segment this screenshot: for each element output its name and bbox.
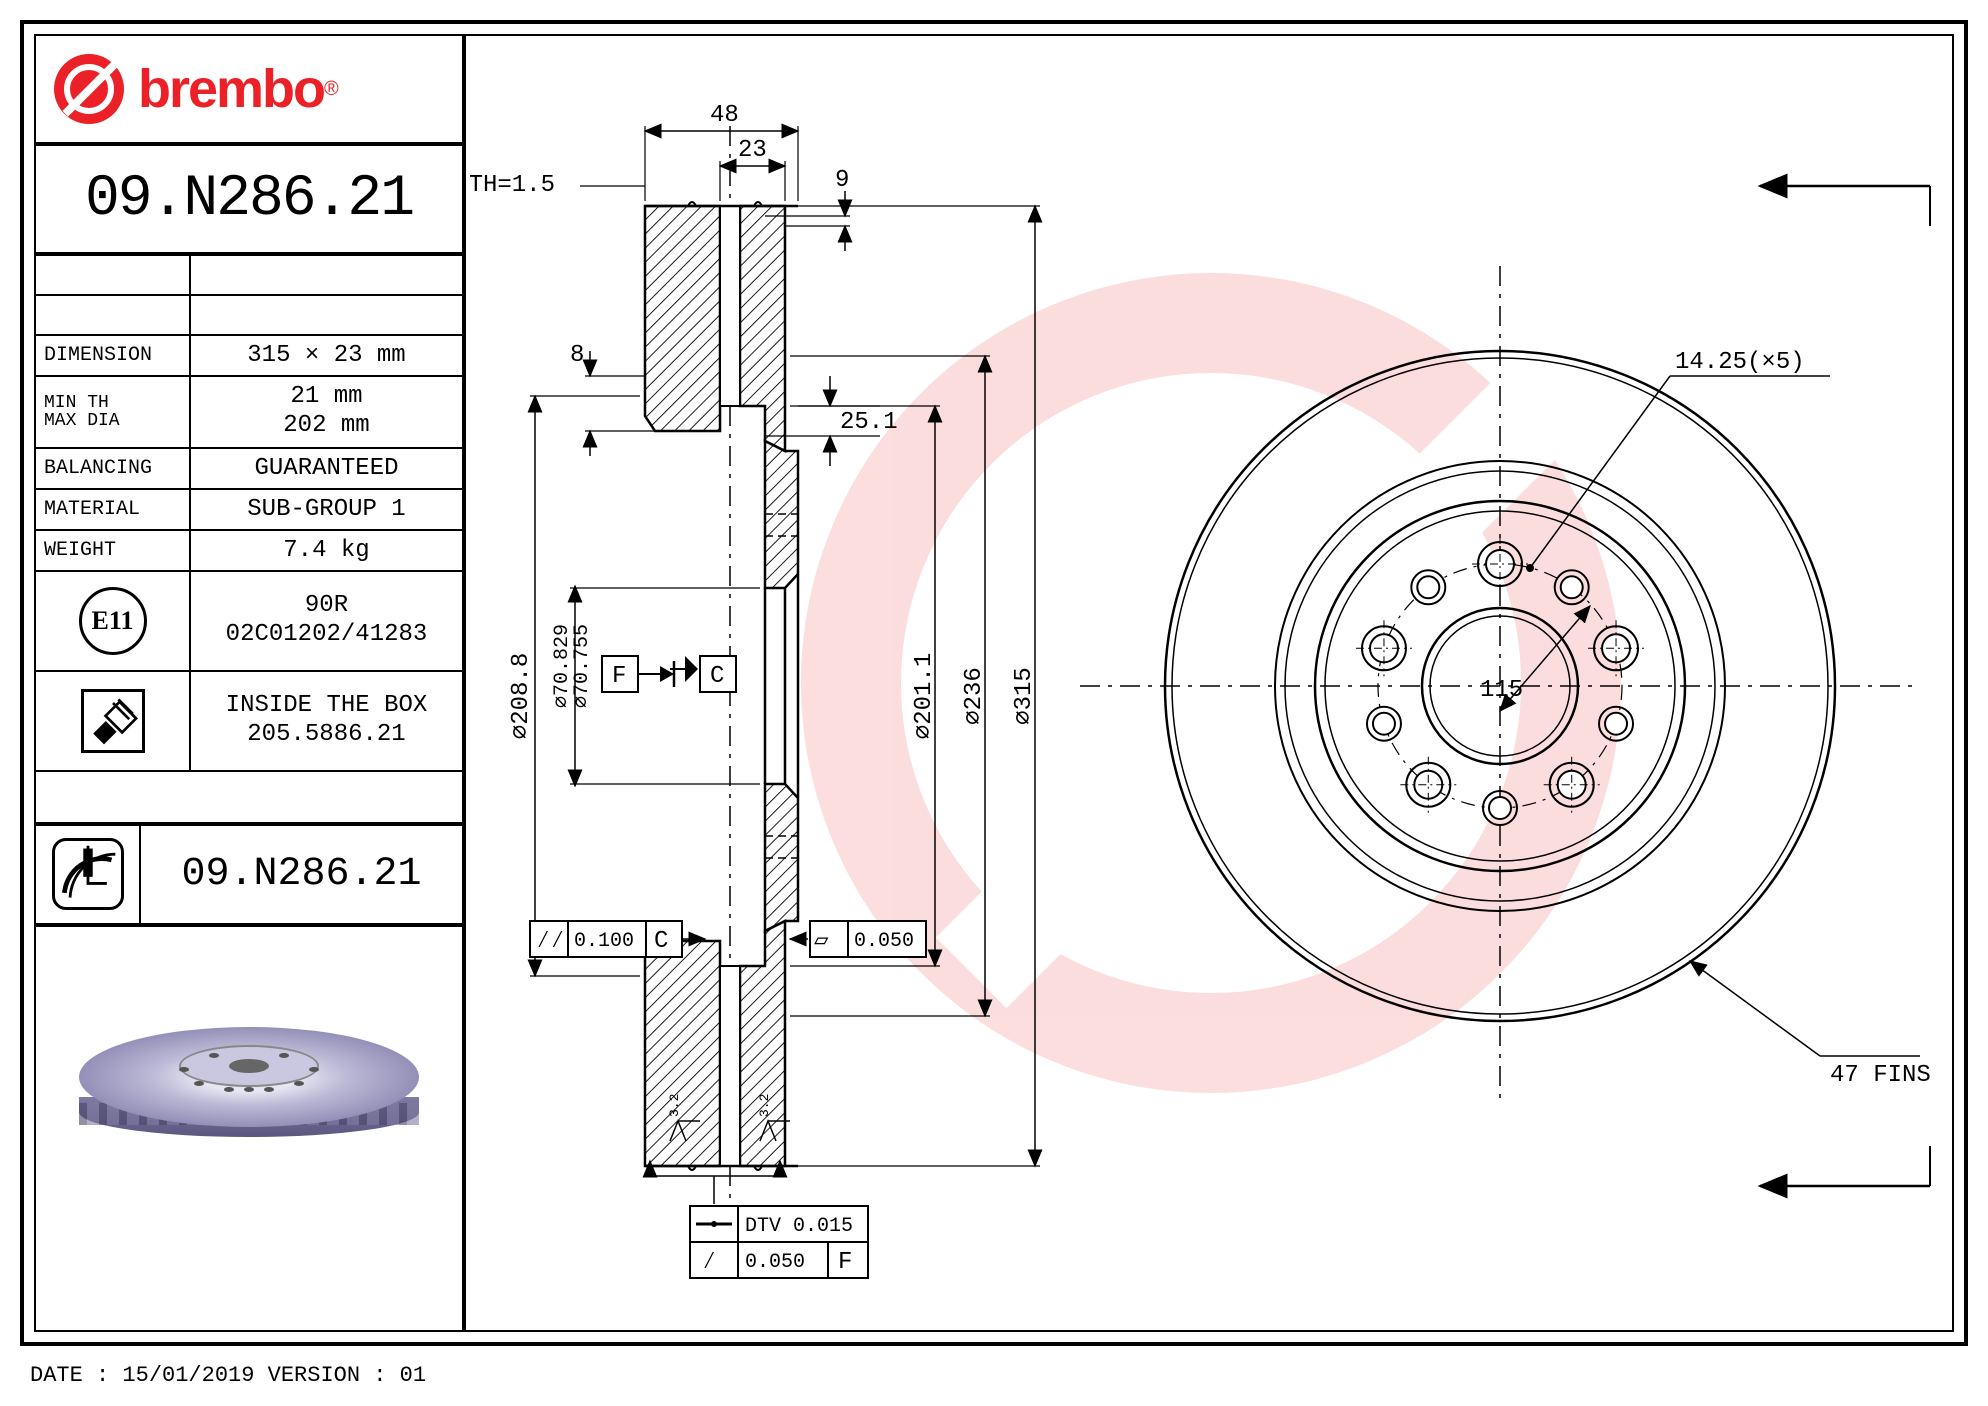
empty-row [36, 296, 462, 336]
footer-date: DATE : 15/01/2019 VERSION : 01 [30, 1363, 426, 1388]
box-row: INSIDE THE BOX 205.5886.21 [36, 672, 462, 772]
svg-text:23: 23 [738, 137, 767, 164]
svg-text:C: C [710, 663, 724, 690]
registered-mark: ® [324, 78, 339, 101]
weight-label: WEIGHT [36, 531, 191, 570]
part-repeat-row: 09.N286.21 [36, 822, 462, 927]
material-label: MATERIAL [36, 490, 191, 529]
balancing-value: GUARANTEED [191, 449, 462, 488]
box-value: INSIDE THE BOX 205.5886.21 [191, 672, 462, 770]
svg-text:△TH=1.5: △TH=1.5 [470, 172, 555, 199]
empty-row [36, 256, 462, 296]
svg-text:⌀201.1: ⌀201.1 [911, 653, 938, 739]
svg-text:47 FINS: 47 FINS [1830, 1062, 1931, 1089]
brembo-logo-icon [54, 54, 124, 124]
e11-cell: E11 [36, 572, 191, 670]
render-cell [36, 927, 462, 1237]
svg-text:48: 48 [710, 102, 739, 129]
inner-frame: brembo ® 09.N286.21 DIMENSION 315 × 23 m… [34, 34, 1954, 1332]
svg-text:3.2: 3.2 [757, 1094, 772, 1117]
brand-name: brembo [138, 58, 324, 120]
disc-3d-render [79, 1027, 419, 1137]
dimension-row: DIMENSION 315 × 23 mm [36, 336, 462, 377]
disc-type-icon [52, 838, 124, 910]
e11-mark-icon: E11 [79, 587, 147, 655]
dimension-label: DIMENSION [36, 336, 191, 375]
part-number-repeat: 09.N286.21 [141, 826, 462, 923]
face-view: 115 14.25(×5) 47 FINS [1080, 186, 1931, 1186]
part-number-cell: 09.N286.21 [36, 146, 462, 256]
weight-value: 7.4 kg [191, 531, 462, 570]
svg-text:25.1: 25.1 [840, 409, 898, 436]
svg-text:8: 8 [570, 342, 584, 369]
logo-cell: brembo ® [36, 36, 462, 146]
section-view: 48 23 △TH=1.5 9 [470, 102, 1040, 1278]
weight-row: WEIGHT 7.4 kg [36, 531, 462, 572]
svg-text:14.25(×5): 14.25(×5) [1675, 349, 1805, 376]
svg-text:⌀70.755: ⌀70.755 [571, 624, 594, 708]
svg-text:DTV 0.015: DTV 0.015 [745, 1215, 853, 1238]
spec-table: DIMENSION 315 × 23 mm MIN TH MAX DIA 21 … [36, 256, 462, 772]
material-value: SUB-GROUP 1 [191, 490, 462, 529]
svg-text:⌀208.8: ⌀208.8 [508, 653, 535, 739]
drawing-area: 48 23 △TH=1.5 9 [470, 36, 1952, 1330]
dimension-value: 315 × 23 mm [191, 336, 462, 375]
minth-row: MIN TH MAX DIA 21 mm 202 mm [36, 377, 462, 449]
balancing-label: BALANCING [36, 449, 191, 488]
minth-label: MIN TH MAX DIA [36, 377, 191, 447]
disc-icon-cell [36, 826, 141, 923]
svg-text:0.050: 0.050 [854, 930, 914, 953]
svg-text:F: F [838, 1249, 852, 1276]
svg-text:⌀315: ⌀315 [1011, 667, 1038, 725]
svg-text:9: 9 [835, 167, 849, 194]
svg-text:C: C [654, 928, 668, 955]
svg-text:F: F [612, 663, 626, 690]
material-row: MATERIAL SUB-GROUP 1 [36, 490, 462, 531]
minth-value: 21 mm 202 mm [191, 377, 462, 447]
page-frame: brembo ® 09.N286.21 DIMENSION 315 × 23 m… [20, 20, 1968, 1346]
svg-text:⌀236: ⌀236 [961, 667, 988, 725]
title-block-panel: brembo ® 09.N286.21 DIMENSION 315 × 23 m… [36, 36, 466, 1330]
svg-text:0.050: 0.050 [745, 1251, 805, 1274]
balancing-row: BALANCING GUARANTEED [36, 449, 462, 490]
svg-text:⁄⁄: ⁄⁄ [536, 928, 565, 955]
svg-text:▱: ▱ [814, 928, 829, 955]
svg-text:0.100: 0.100 [574, 930, 634, 953]
screw-icon [81, 689, 145, 753]
svg-text:⁄: ⁄ [702, 1249, 716, 1276]
svg-text:3.2: 3.2 [667, 1094, 682, 1117]
cert-value: 90R 02C01202/41283 [191, 572, 462, 670]
technical-drawing: 48 23 △TH=1.5 9 [470, 36, 1952, 1330]
screw-cell [36, 672, 191, 770]
cert-row: E11 90R 02C01202/41283 [36, 572, 462, 672]
svg-text:115: 115 [1480, 677, 1523, 704]
